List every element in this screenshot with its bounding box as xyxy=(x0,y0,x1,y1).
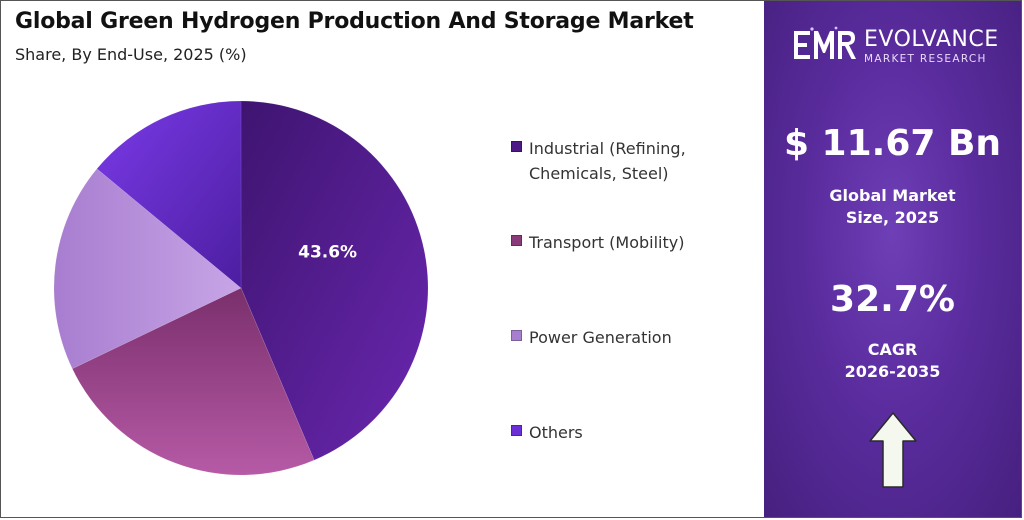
cagr-value: 32.7% xyxy=(830,279,955,320)
legend-swatch xyxy=(511,141,522,152)
cagr-label-line2: 2026-2035 xyxy=(844,362,941,381)
emr-logo-icon xyxy=(794,26,856,59)
pie-chart: 43.6% xyxy=(53,101,429,476)
pie-slice-others xyxy=(96,101,242,289)
pie-data-label: 43.6% xyxy=(298,242,357,262)
legend-label: Industrial (Refining, Chemicals, Steel) xyxy=(529,139,686,183)
market-size-label-line2: Size, 2025 xyxy=(845,208,940,227)
arrow-up-icon xyxy=(869,412,917,488)
legend-label: Power Generation xyxy=(529,328,672,347)
legend-item-power-generation: Power Generation xyxy=(511,325,704,350)
legend-label: Others xyxy=(529,423,583,442)
market-size-label: Global Market Size, 2025 xyxy=(764,185,1021,229)
legend-item-industrial: Industrial (Refining, Chemicals, Steel) xyxy=(511,136,704,186)
market-size-value: $ 11.67 Bn xyxy=(783,123,1002,164)
legend-swatch xyxy=(511,235,522,246)
chart-panel: Global Green Hydrogen Production And Sto… xyxy=(1,1,763,517)
brand-name: EVOLVANCE xyxy=(864,27,999,52)
legend-swatch xyxy=(511,330,522,341)
pie-slice-power-generation xyxy=(53,168,242,370)
legend-label: Transport (Mobility) xyxy=(529,233,685,252)
cagr-label-line1: CAGR xyxy=(867,340,918,359)
legend-item-others: Others xyxy=(511,420,704,445)
legend-swatch xyxy=(511,425,522,436)
pie-slice-transport xyxy=(71,287,315,476)
market-size-label-line1: Global Market xyxy=(829,186,956,205)
brand-logo: EVOLVANCE MARKET RESEARCH xyxy=(792,25,1007,75)
legend-item-transport: Transport (Mobility) xyxy=(511,230,704,255)
stats-panel: EVOLVANCE MARKET RESEARCH $ 11.67 Bn Glo… xyxy=(764,1,1021,517)
chart-title: Global Green Hydrogen Production And Sto… xyxy=(15,9,694,34)
brand-tagline: MARKET RESEARCH xyxy=(864,53,987,65)
cagr-label: CAGR 2026-2035 xyxy=(764,339,1021,383)
pie-slice-industrial xyxy=(240,101,429,461)
chart-subtitle: Share, By End-Use, 2025 (%) xyxy=(15,45,247,64)
